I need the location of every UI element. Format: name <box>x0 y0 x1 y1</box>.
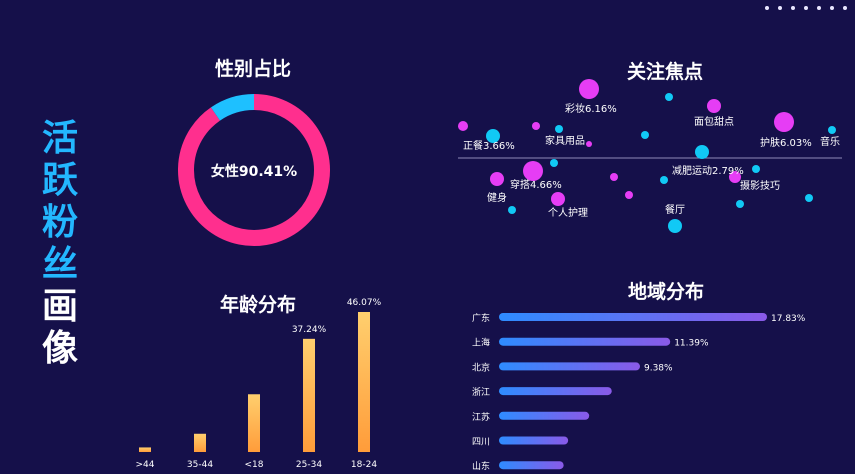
region-tick-label: 山东 <box>472 460 490 472</box>
page-title-char: 跃 <box>41 160 78 201</box>
interest-label: 彩妆6.16% <box>565 102 617 115</box>
interest-label: 减肥运动2.79% <box>672 165 744 177</box>
region-bar <box>499 387 612 396</box>
interest-label: 护肤6.03% <box>760 136 812 149</box>
gender-slice-0 <box>178 94 330 246</box>
interest-bubble <box>458 121 468 131</box>
interest-bubble <box>668 219 682 233</box>
age-tick-label: 25-34 <box>296 460 322 470</box>
age-tick-label: 18-24 <box>351 460 377 470</box>
region-bar <box>499 461 564 470</box>
interest-label: 正餐3.66% <box>463 139 515 152</box>
interest-bubble <box>555 125 563 133</box>
interest-bubble <box>660 176 668 184</box>
region-bar <box>499 337 671 346</box>
gender-chart-title: 性别占比 <box>215 58 292 80</box>
interest-label: 健身 <box>487 191 507 204</box>
region-value-label: 11.39% <box>674 339 709 349</box>
interest-label: 餐厅 <box>665 203 685 216</box>
interest-bubble <box>523 161 543 181</box>
age-tick-label: >44 <box>136 460 155 470</box>
region-value-label: 9.38% <box>644 363 673 373</box>
age-value-label: 46.07% <box>347 298 382 308</box>
age-value-label: 37.24% <box>292 325 327 335</box>
interest-bubble <box>625 191 633 199</box>
page-title: 活 跃 粉 丝 画 像 <box>36 118 84 370</box>
age-tick-label: 35-44 <box>187 460 213 470</box>
interest-bubble <box>641 131 649 139</box>
interest-label: 面包甜点 <box>694 115 734 128</box>
interest-bubble <box>508 206 516 214</box>
age-bar <box>194 433 206 452</box>
interest-bubble <box>828 126 836 134</box>
age-chart-title: 年龄分布 <box>220 294 297 316</box>
interest-bubble <box>486 129 500 143</box>
interest-bubble <box>665 93 673 101</box>
region-bar <box>499 411 590 420</box>
age-bar <box>303 338 315 452</box>
interest-bubble <box>707 99 721 113</box>
region-tick-label: 四川 <box>472 438 490 448</box>
gender-slice-1 <box>210 94 255 121</box>
interest-bubble <box>579 79 599 99</box>
region-bar <box>499 436 569 445</box>
interest-bubble <box>729 171 741 183</box>
interest-label: 穿搭4.66% <box>510 178 562 191</box>
interest-bubble <box>550 159 558 167</box>
region-bar <box>499 313 767 321</box>
region-tick-label: 广东 <box>472 312 490 324</box>
page-title-char: 画 <box>41 286 78 327</box>
interest-label: 个人护理 <box>548 206 588 219</box>
interest-bubble <box>736 200 744 208</box>
region-bar <box>499 362 640 371</box>
age-bar <box>139 447 151 452</box>
interest-label: 家具用品 <box>545 134 585 147</box>
interest-label: 音乐 <box>820 135 840 148</box>
region-tick-label: 江苏 <box>472 411 490 423</box>
interest-bubble <box>695 145 709 159</box>
interest-bubble <box>586 141 592 147</box>
interest-bubble <box>752 165 760 173</box>
interest-bubble <box>532 122 540 130</box>
region-tick-label: 北京 <box>472 361 490 373</box>
interest-bubble <box>610 173 618 181</box>
region-value-label: 17.83% <box>771 314 806 324</box>
interests-chart-title: 关注焦点 <box>627 61 704 83</box>
region-chart-title: 地域分布 <box>628 281 705 303</box>
interest-bubble <box>774 112 794 132</box>
age-bar <box>358 312 370 452</box>
interest-bubble <box>551 192 565 206</box>
interest-bubble <box>805 194 813 202</box>
interest-label: 摄影技巧 <box>740 179 780 192</box>
region-tick-label: 浙江 <box>472 386 490 398</box>
page-title-char: 粉 <box>41 202 78 243</box>
page-title-char: 活 <box>41 118 78 159</box>
region-tick-label: 上海 <box>472 337 490 349</box>
age-bar <box>248 394 260 452</box>
gender-center-label: 女性90.41% <box>211 163 297 180</box>
interest-bubble <box>490 172 504 186</box>
window-dots <box>765 6 847 10</box>
page-title-char: 像 <box>41 328 78 369</box>
page-title-char: 丝 <box>41 244 78 285</box>
age-tick-label: <18 <box>245 460 264 470</box>
